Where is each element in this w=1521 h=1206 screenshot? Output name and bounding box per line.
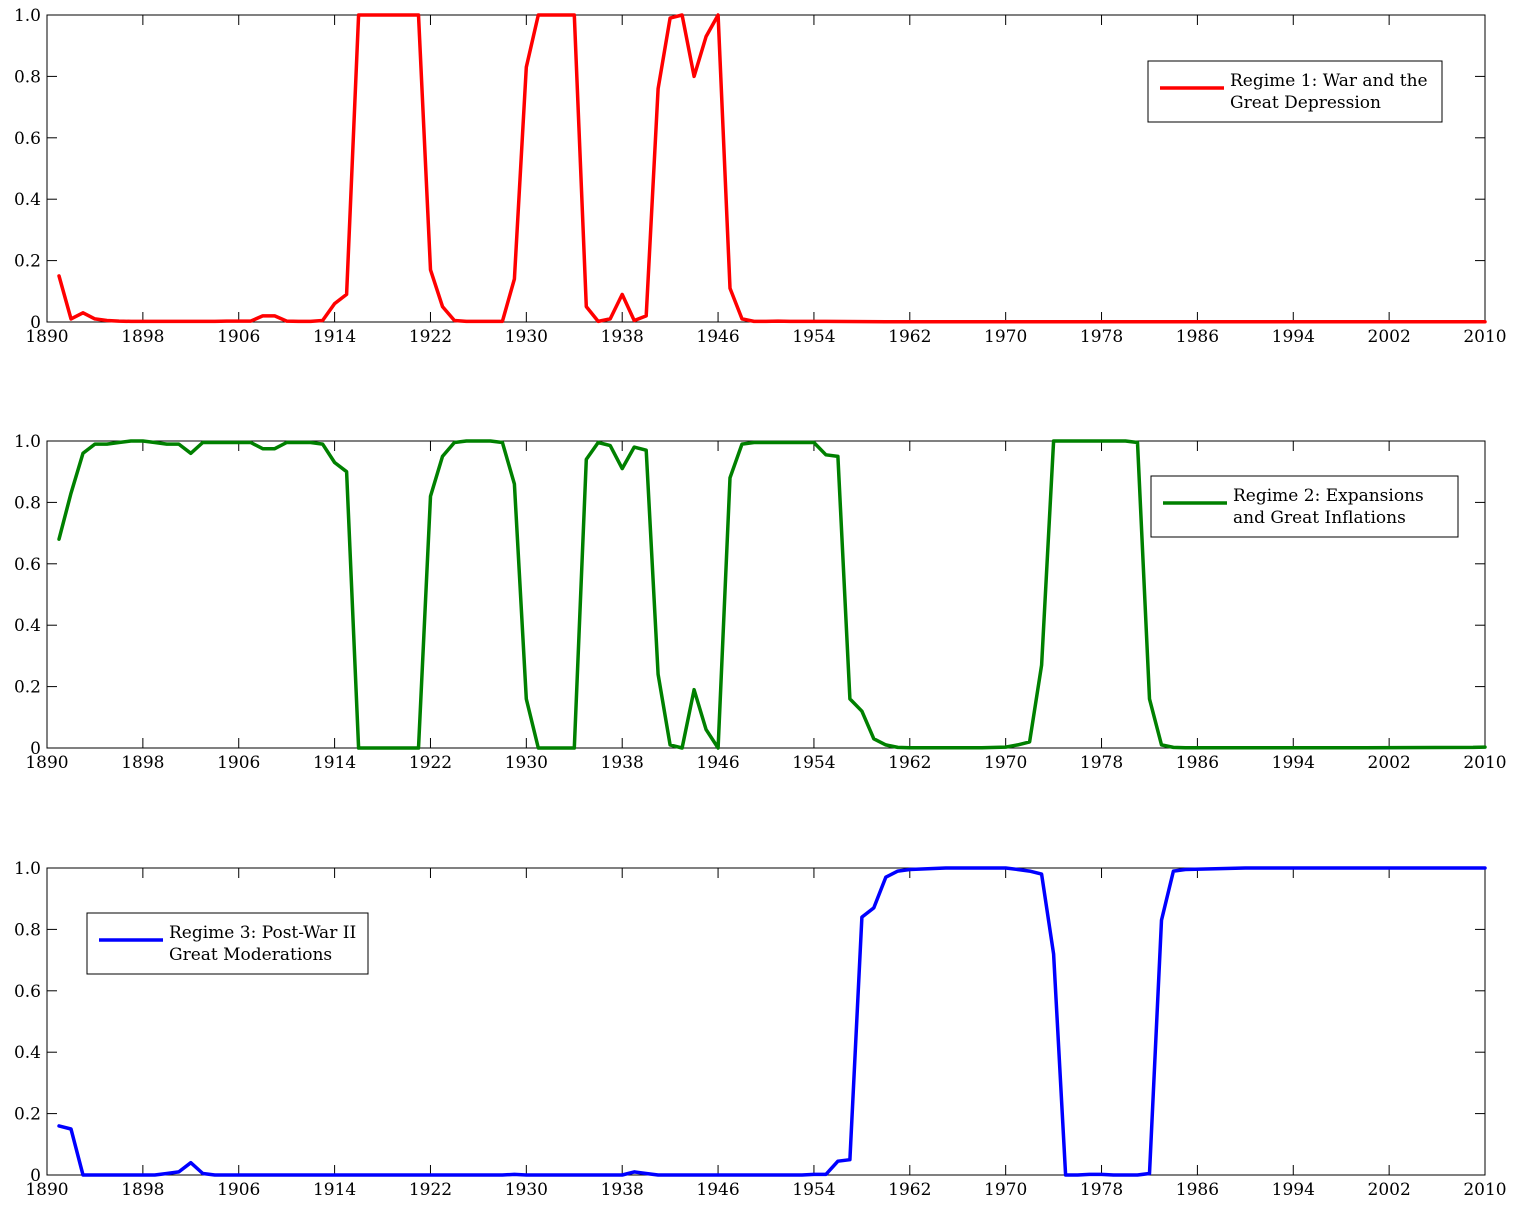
x-tick-label: 1954 bbox=[792, 1180, 835, 1200]
y-tick-label: 0.6 bbox=[14, 129, 41, 149]
x-tick-label: 1898 bbox=[121, 1180, 164, 1200]
y-tick-label: 1.0 bbox=[14, 6, 41, 26]
y-tick-label: 0.2 bbox=[14, 1105, 41, 1125]
y-tick-label: 0.6 bbox=[14, 982, 41, 1002]
x-tick-label: 1890 bbox=[25, 327, 68, 347]
regime-2-panel: 1890 1898 1906 1914 1922 1930 1938 1946 1954 1962… bbox=[14, 432, 1507, 773]
series-line-regime-2 bbox=[57, 439, 1487, 750]
y-tick-label: 0 bbox=[30, 1166, 41, 1186]
legend-label: Regime 3: Post-War II bbox=[169, 923, 356, 943]
x-tick-label: 1946 bbox=[696, 1180, 739, 1200]
x-tick-label: 2002 bbox=[1368, 327, 1411, 347]
y-tick-label: 0.4 bbox=[14, 616, 41, 636]
x-tick-label: 1994 bbox=[1272, 327, 1315, 347]
y-tick-label: 0.2 bbox=[14, 252, 41, 272]
legend-label: Great Moderations bbox=[169, 945, 332, 965]
y-tick-label: 0.8 bbox=[14, 493, 41, 513]
legend-label: and Great Inflations bbox=[1233, 508, 1406, 528]
legend-label: Regime 2: Expansions bbox=[1233, 486, 1424, 506]
x-tick-label: 2010 bbox=[1463, 327, 1506, 347]
x-tick-label: 1890 bbox=[25, 1180, 68, 1200]
x-tick-label: 1930 bbox=[505, 327, 548, 347]
y-tick-label: 0.4 bbox=[14, 1043, 41, 1063]
y-tick-label: 0.4 bbox=[14, 190, 41, 210]
x-tick-label: 1938 bbox=[601, 753, 644, 773]
x-tick-label: 2002 bbox=[1368, 753, 1411, 773]
x-tick-label: 1938 bbox=[601, 1180, 644, 1200]
x-tick-label: 1994 bbox=[1272, 753, 1315, 773]
legend-label: Great Depression bbox=[1230, 93, 1381, 113]
x-tick-label: 1986 bbox=[1176, 327, 1219, 347]
x-tick-label: 1946 bbox=[696, 753, 739, 773]
x-tick-label: 1922 bbox=[409, 753, 452, 773]
x-tick-label: 1978 bbox=[1080, 753, 1123, 773]
x-tick-label: 1930 bbox=[505, 1180, 548, 1200]
x-tick-label: 1994 bbox=[1272, 1180, 1315, 1200]
x-tick-label: 1914 bbox=[313, 1180, 356, 1200]
x-tick-label: 1954 bbox=[792, 327, 835, 347]
x-tick-label: 1962 bbox=[888, 1180, 931, 1200]
y-tick-label: 0 bbox=[30, 739, 41, 759]
regime-1-panel: 1890 1898 1906 1914 1922 1930 1938 1946 1954 1962… bbox=[14, 6, 1507, 347]
y-tick-label: 0.8 bbox=[14, 67, 41, 87]
x-tick-label: 1978 bbox=[1080, 327, 1123, 347]
x-tick-label: 1898 bbox=[121, 753, 164, 773]
x-tick-label: 1890 bbox=[25, 753, 68, 773]
series-line-regime-3 bbox=[57, 866, 1487, 1177]
x-tick-label: 1906 bbox=[217, 1180, 260, 1200]
x-tick-label: 1930 bbox=[505, 753, 548, 773]
x-tick-label: 2002 bbox=[1368, 1180, 1411, 1200]
y-tick-label: 0.8 bbox=[14, 920, 41, 940]
x-tick-label: 1922 bbox=[409, 1180, 452, 1200]
x-tick-label: 1986 bbox=[1176, 753, 1219, 773]
x-tick-label: 1954 bbox=[792, 753, 835, 773]
x-tick-label: 1986 bbox=[1176, 1180, 1219, 1200]
x-tick-label: 1922 bbox=[409, 327, 452, 347]
legend-box bbox=[1150, 475, 1459, 538]
x-tick-label: 1978 bbox=[1080, 1180, 1123, 1200]
x-tick-label: 1962 bbox=[888, 327, 931, 347]
y-tick-label: 1.0 bbox=[14, 432, 41, 452]
legend-label: Regime 1: War and the bbox=[1230, 71, 1428, 91]
x-tick-label: 1962 bbox=[888, 753, 931, 773]
x-tick-label: 1906 bbox=[217, 753, 260, 773]
x-tick-label: 2010 bbox=[1463, 1180, 1506, 1200]
legend-box bbox=[1147, 60, 1443, 123]
y-tick-label: 0.2 bbox=[14, 678, 41, 698]
x-tick-label: 2010 bbox=[1463, 753, 1506, 773]
series-line-regime-1 bbox=[57, 13, 1487, 324]
x-tick-label: 1938 bbox=[601, 327, 644, 347]
y-tick-label: 1.0 bbox=[14, 859, 41, 879]
y-tick-label: 0 bbox=[30, 313, 41, 333]
y-tick-label: 0.6 bbox=[14, 555, 41, 575]
x-tick-label: 1970 bbox=[984, 1180, 1027, 1200]
legend-box bbox=[86, 912, 369, 975]
x-tick-label: 1898 bbox=[121, 327, 164, 347]
x-tick-label: 1914 bbox=[313, 327, 356, 347]
x-tick-label: 1914 bbox=[313, 753, 356, 773]
x-tick-label: 1970 bbox=[984, 753, 1027, 773]
x-tick-label: 1946 bbox=[696, 327, 739, 347]
regime-3-panel: 1890 1898 1906 1914 1922 1930 1938 1946 1954 1962… bbox=[14, 859, 1507, 1200]
x-tick-label: 1970 bbox=[984, 327, 1027, 347]
x-tick-label: 1906 bbox=[217, 327, 260, 347]
